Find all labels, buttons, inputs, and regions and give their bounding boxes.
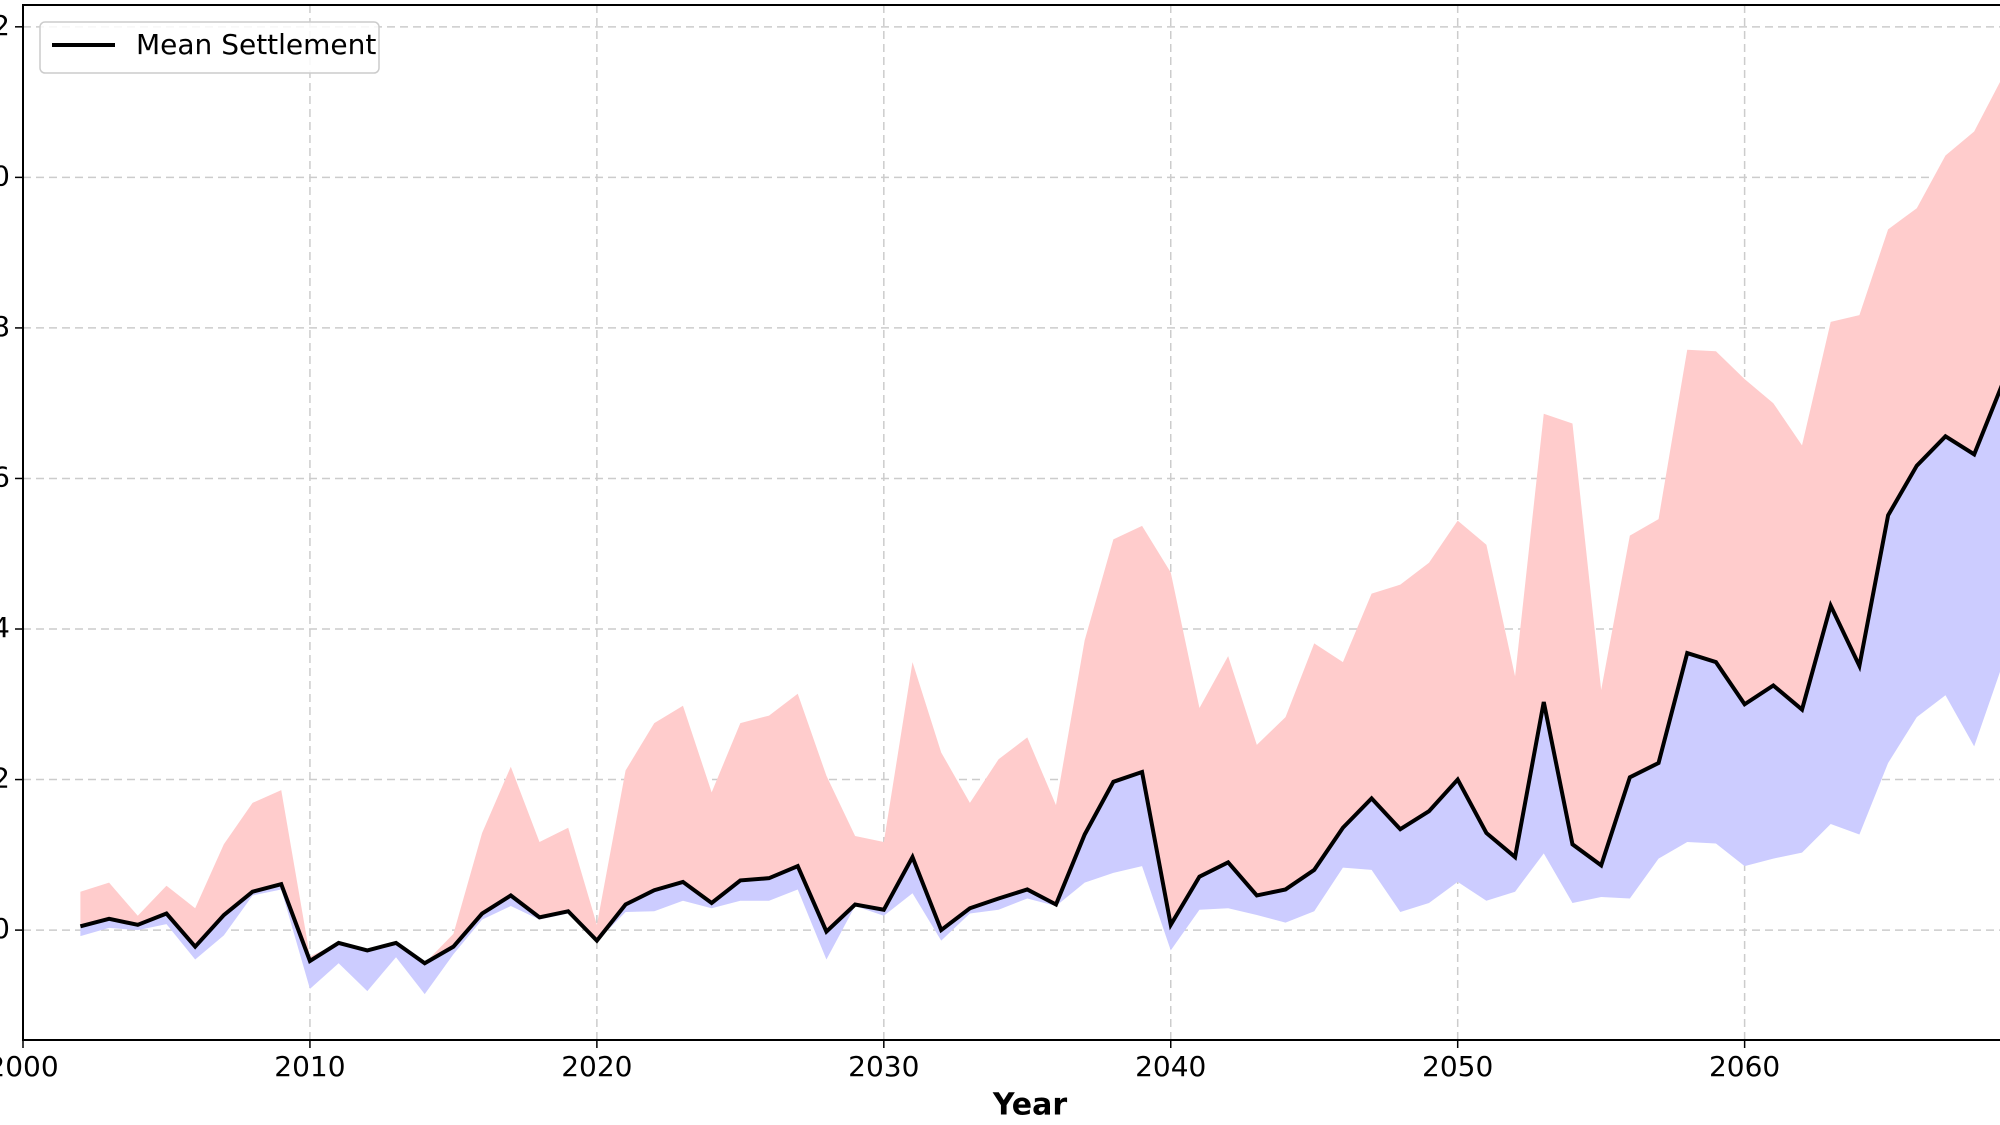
x-tick-label: 2030 <box>848 1050 919 1083</box>
axes: 2000 2010 2020 2030 2040 2050 2060 0.0 0.2 0.4 0.6… <box>0 4 2000 1083</box>
x-tick-label: 2010 <box>274 1050 345 1083</box>
legend-box <box>39 21 380 74</box>
axes-frame <box>22 4 2000 1041</box>
y-tick-label: 0.6 <box>0 460 10 493</box>
y-tick-label: 0.2 <box>0 762 10 795</box>
y-tick-label: 0.0 <box>0 912 10 945</box>
upper-band <box>80 82 2000 964</box>
y-tick-label: 0.4 <box>0 611 10 644</box>
x-tick-label: 2000 <box>0 1050 59 1083</box>
x-tick-label: 2060 <box>1709 1050 1780 1083</box>
x-tick-label: 2040 <box>1135 1050 1206 1083</box>
mean-line <box>79 384 2000 966</box>
lower-band <box>80 390 2000 995</box>
y-tick-label: 1.2 <box>0 9 10 42</box>
x-tick-label: 2050 <box>1422 1050 1493 1083</box>
y-tick-label: 1.0 <box>0 159 10 192</box>
legend: Mean Settlement <box>39 21 380 74</box>
plot-area <box>79 82 2000 995</box>
x-tick-label: 2020 <box>561 1050 632 1083</box>
legend-label: Mean Settlement <box>136 28 376 61</box>
x-axis-label: Year <box>992 1088 1068 1123</box>
y-tick-label: 0.8 <box>0 310 10 343</box>
